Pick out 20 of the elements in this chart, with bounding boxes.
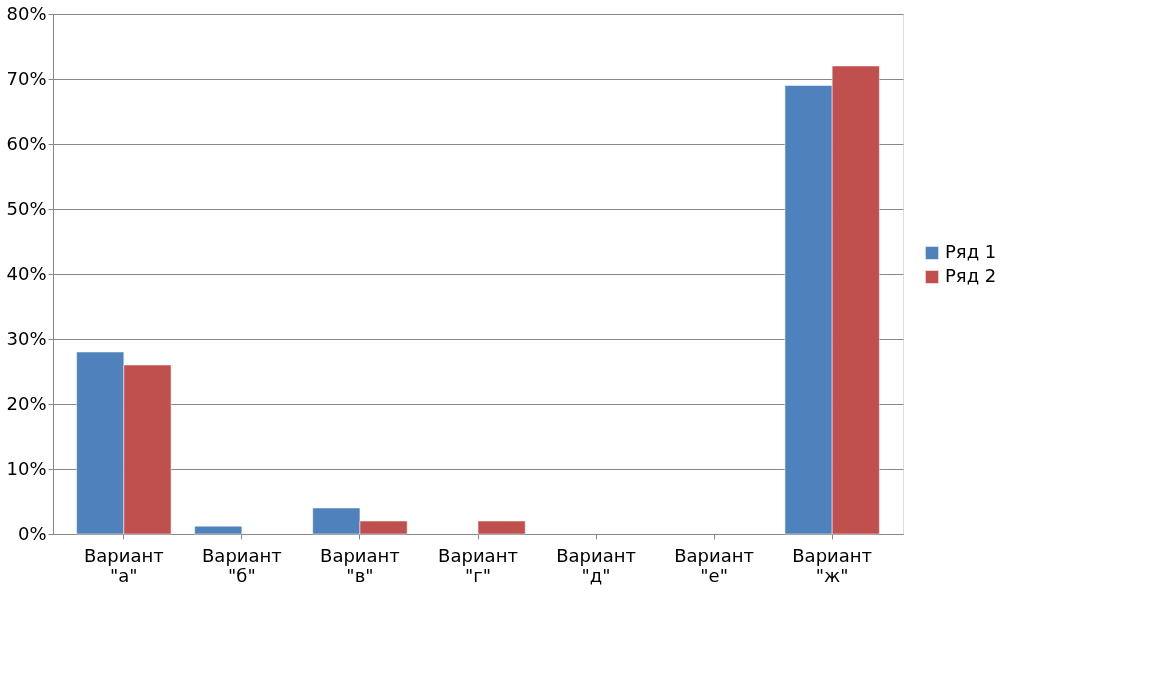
y-tick-label: 10%: [6, 457, 47, 479]
x-tick-label: Вариант "в": [320, 544, 400, 586]
y-tick-label: 70%: [6, 67, 47, 89]
bar: [194, 525, 243, 535]
y-tick-label: 20%: [6, 392, 47, 414]
x-tick-label: Вариант "а": [83, 544, 164, 586]
y-tick-label: 50%: [6, 197, 47, 219]
y-tick-label: 40%: [6, 262, 47, 284]
x-tick-label: Вариант "д": [556, 544, 636, 586]
y-tick-label: 30%: [6, 327, 47, 349]
x-tick-label: Вариант "г": [438, 544, 518, 586]
y-tick-label: 80%: [6, 2, 47, 24]
y-tick-label: 0%: [17, 522, 47, 544]
x-tick-label: Вариант "е": [674, 544, 755, 586]
x-tick-label: Вариант "ж": [792, 544, 873, 586]
legend-label: Ряд 1: [945, 241, 997, 262]
bar: [477, 520, 526, 535]
x-tick-label: Вариант "б": [201, 544, 282, 586]
y-tick-label: 60%: [6, 132, 47, 154]
legend-label: Ряд 2: [945, 265, 997, 286]
